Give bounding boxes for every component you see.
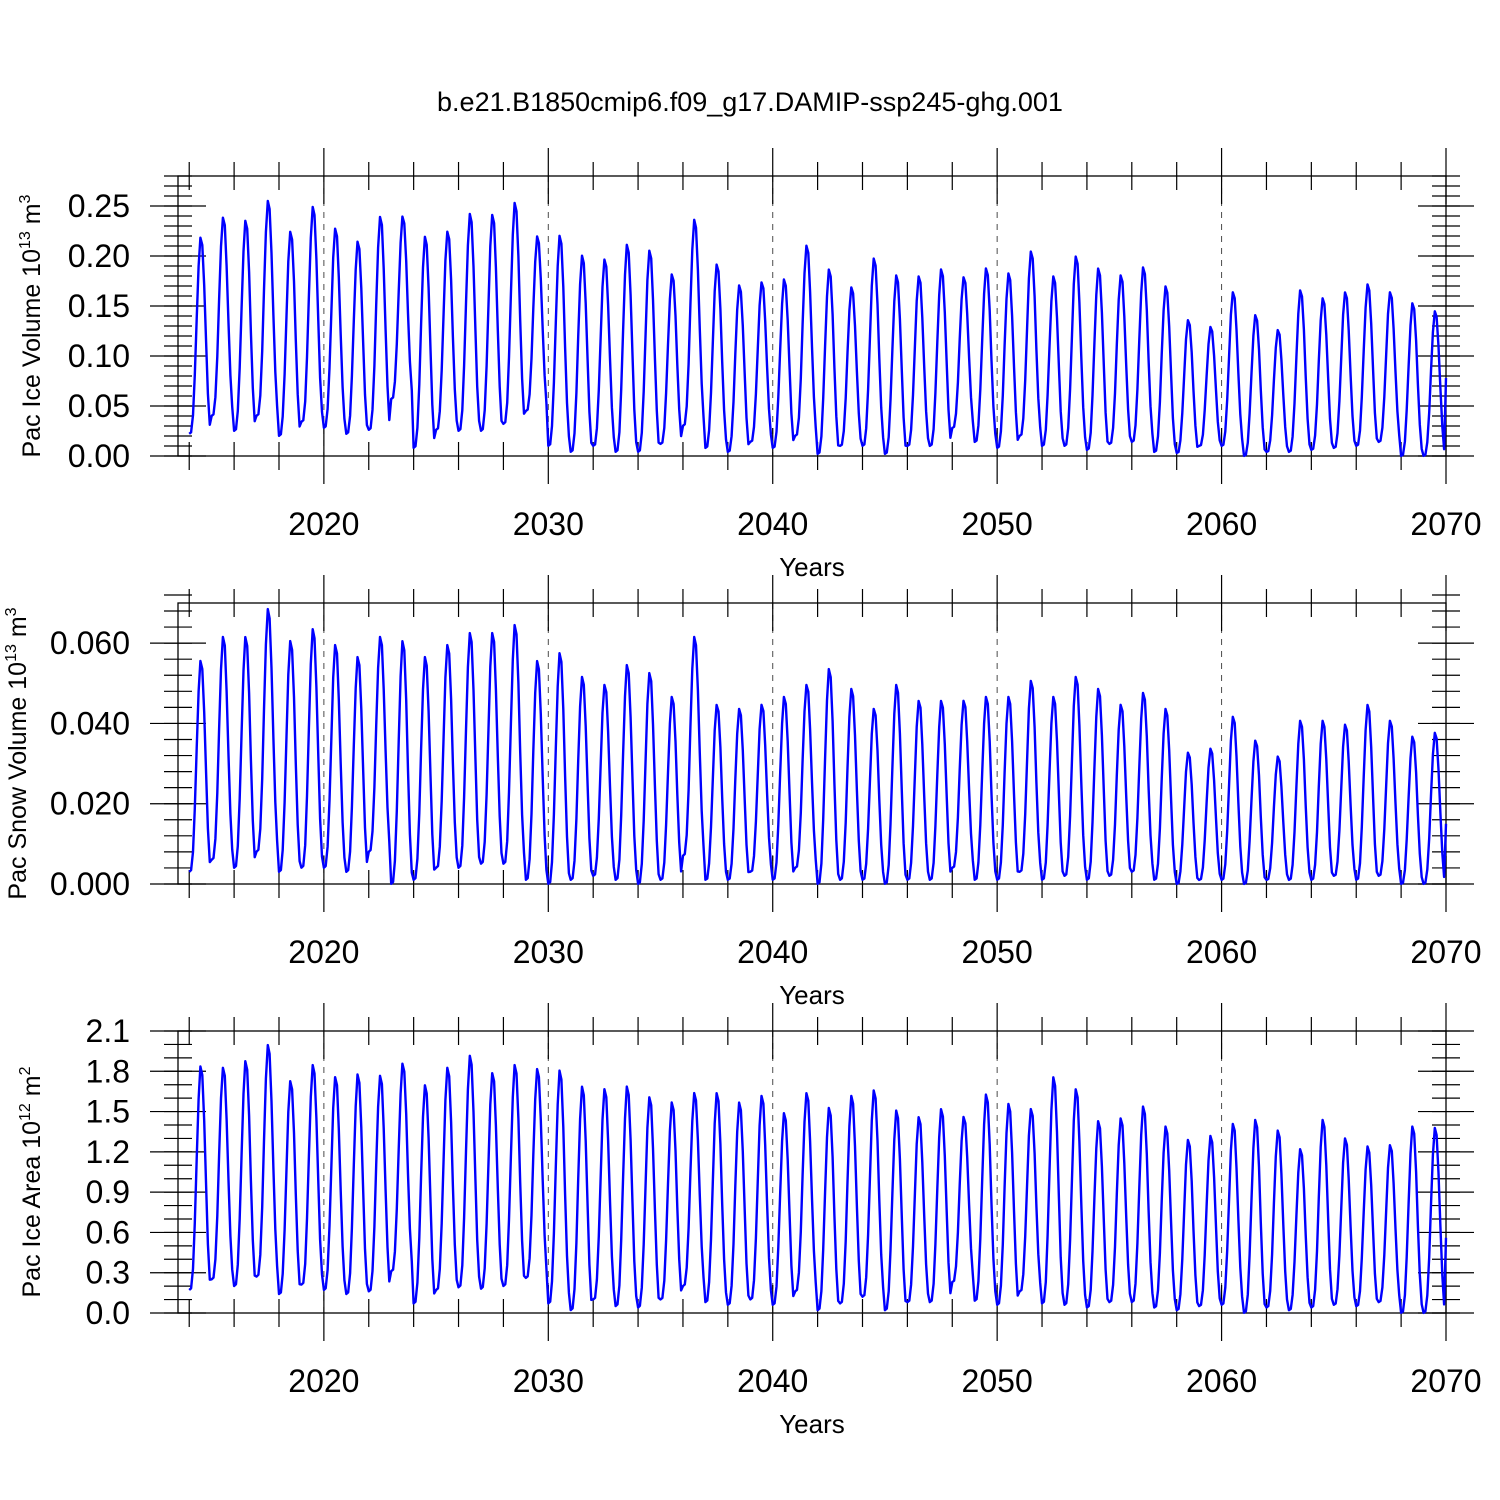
- x-tick-label: 2020: [288, 1363, 359, 1399]
- y-tick-label: 1.2: [86, 1134, 130, 1170]
- x-tick-label: 2040: [737, 1363, 808, 1399]
- y-tick-label: 0.6: [86, 1214, 130, 1250]
- x-tick-label: 2030: [513, 506, 584, 542]
- y-tick-label: 0.3: [86, 1255, 130, 1291]
- y-tick-label: 0.15: [68, 288, 130, 324]
- x-axis-label: Years: [779, 980, 845, 1010]
- y-tick-label: 2.1: [86, 1013, 130, 1049]
- figure-title: b.e21.B1850cmip6.f09_g17.DAMIP-ssp245-gh…: [437, 87, 1063, 117]
- x-tick-label: 2050: [962, 1363, 1033, 1399]
- y-tick-label: 0.0: [86, 1295, 130, 1331]
- y-tick-label: 0.05: [68, 388, 130, 424]
- y-tick-label: 0.040: [50, 705, 130, 741]
- series-line-pac-ice-volume: [188, 199, 1448, 458]
- y-tick-label: 0.20: [68, 238, 130, 274]
- x-tick-label: 2050: [962, 506, 1033, 542]
- x-tick-label: 2040: [737, 934, 808, 970]
- series-line-pac-ice-area: [188, 1043, 1448, 1315]
- y-axis-label: Pac Snow Volume 1013 m3: [3, 607, 32, 899]
- series-line-pac-snow-volume: [188, 607, 1448, 886]
- plot-frame: [177, 602, 1447, 885]
- x-axis-label: Years: [779, 552, 845, 582]
- y-tick-label: 1.5: [86, 1094, 130, 1130]
- y-axis-label: Pac Ice Area 1012 m2: [17, 1066, 46, 1297]
- panel-1: 0.00 0.05 0.10 0.15 0.20 0.25 2020 2030 2040 2050…: [17, 148, 1482, 582]
- x-tick-label: 2020: [288, 506, 359, 542]
- y-axis-label: Pac Ice Volume 1013 m3: [17, 194, 46, 457]
- x-tick-label: 2030: [513, 934, 584, 970]
- x-tick-label: 2060: [1186, 934, 1257, 970]
- y-tick-label: 0.000: [50, 866, 130, 902]
- x-tick-label: 2050: [962, 934, 1033, 970]
- y-tick-label: 0.00: [68, 438, 130, 474]
- x-tick-label: 2030: [513, 1363, 584, 1399]
- y-tick-label: 0.25: [68, 188, 130, 224]
- y-tick-label: 0.10: [68, 338, 130, 374]
- x-axis-label: Years: [779, 1409, 845, 1439]
- panel-2: 0.000 0.020 0.040 0.060 2020 2030 2040 2050 2060…: [3, 575, 1482, 1010]
- x-tick-label: 2070: [1410, 1363, 1481, 1399]
- y-tick-label: 0.060: [50, 625, 130, 661]
- y-tick-label: 1.8: [86, 1053, 130, 1089]
- y-tick-label: 0.020: [50, 786, 130, 822]
- x-tick-label: 2060: [1186, 506, 1257, 542]
- plot-frame: [177, 1030, 1447, 1314]
- x-tick-label: 2060: [1186, 1363, 1257, 1399]
- x-tick-label: 2020: [288, 934, 359, 970]
- x-tick-label: 2070: [1410, 506, 1481, 542]
- x-tick-label: 2040: [737, 506, 808, 542]
- x-tick-label: 2070: [1410, 934, 1481, 970]
- y-tick-label: 0.9: [86, 1174, 130, 1210]
- panel-3: 0.0 0.3 0.6 0.9 1.2 1.5 1.8 2.1 2020 2030 2040 2050…: [17, 1003, 1482, 1439]
